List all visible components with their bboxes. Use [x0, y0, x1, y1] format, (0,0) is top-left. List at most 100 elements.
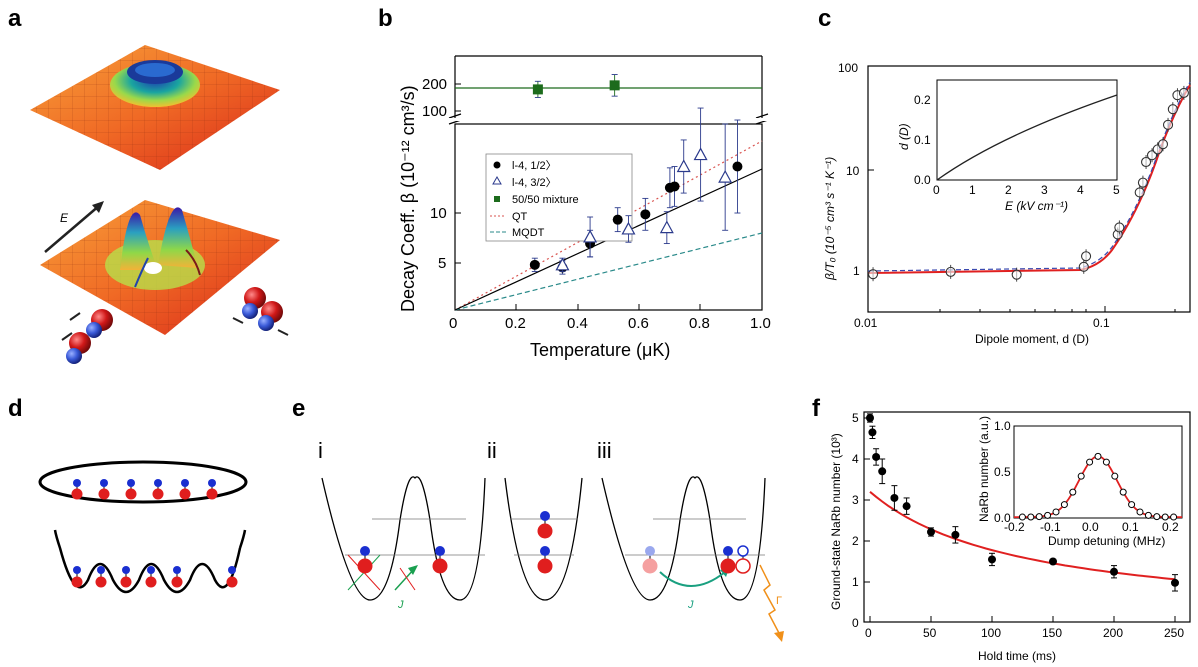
b-point-triangle — [693, 147, 708, 161]
red-flow-arrow — [185, 249, 201, 276]
molecule-blue — [73, 479, 81, 487]
b-xtick-08: 0.8 — [689, 315, 710, 332]
plot-f-frame — [863, 411, 1191, 623]
molecules-right — [232, 287, 289, 336]
c-inset-xtick-3: 3 — [1041, 183, 1048, 197]
f-inset-point — [1136, 508, 1144, 516]
c-xlabel: Dipole moment, d (D) — [975, 332, 1089, 346]
f-point — [1171, 578, 1179, 587]
panel-c: c 0.01 0.1 1 10 100 Dipole moment, d (D)… — [818, 5, 1191, 346]
c-point — [1081, 251, 1092, 262]
f-ytick-3: 3 — [852, 493, 859, 507]
molecule-blue — [540, 546, 550, 556]
c-fit-red — [867, 84, 1191, 274]
f-inset-point — [1161, 513, 1169, 521]
b-xtick-0: 0 — [449, 315, 457, 332]
sub-i: i — [318, 438, 323, 463]
f-ytick-1: 1 — [852, 575, 859, 589]
plot-c-frame — [867, 65, 1191, 313]
f-inset-point — [1144, 511, 1152, 519]
molecule-blue — [127, 479, 135, 487]
c-inset-xtick-5: 5 — [1113, 183, 1120, 197]
f-inset-point — [1086, 458, 1094, 466]
plot-b-frame — [454, 123, 763, 311]
b-ytick-5: 5 — [438, 255, 446, 272]
molecule-red — [642, 558, 658, 574]
panel-a: a E — [8, 5, 289, 364]
f-inset-points — [1018, 452, 1178, 521]
molecule-blue — [737, 545, 749, 557]
f-point — [868, 428, 877, 437]
f-ylabel: Ground-state NaRb number (10³) — [829, 433, 843, 610]
panel-label-a: a — [8, 5, 22, 32]
f-inset-ytick-00: 0.0 — [994, 511, 1011, 525]
molecule-blue — [100, 479, 108, 487]
lattice-potential — [53, 529, 247, 594]
f-inset-point — [1069, 488, 1077, 496]
molecule-red — [95, 576, 107, 588]
f-point — [902, 502, 911, 511]
c-point — [868, 269, 879, 280]
c-point — [1137, 177, 1148, 188]
peak-left — [120, 212, 158, 270]
f-xtick-0: 0 — [865, 626, 872, 640]
b-point-triangle — [555, 257, 570, 271]
molecule-blue — [73, 566, 81, 574]
f-xtick-100: 100 — [981, 626, 1001, 640]
b-point-triangle — [583, 229, 598, 243]
loss-gamma: Γ — [776, 595, 782, 607]
molecule-red — [537, 558, 553, 574]
b-xtick-10: 1.0 — [750, 315, 771, 332]
molecule-red — [432, 558, 448, 574]
f-ytick-2: 2 — [852, 534, 859, 548]
panel-e: e i ii iii J J Γ — [292, 395, 784, 642]
f-point — [890, 493, 899, 502]
b-ytick-200: 200 — [422, 76, 447, 93]
b-ytick-100: 100 — [422, 103, 447, 120]
molecule-red — [71, 576, 83, 588]
molecule-red — [98, 488, 110, 500]
f-point — [1110, 567, 1118, 576]
molecule-red — [537, 523, 553, 539]
f-inset-point — [1128, 501, 1136, 509]
f-ytick-5: 5 — [852, 411, 859, 425]
f-inset-ylabel: NaRb number (a.u.) — [977, 416, 991, 522]
tunnel-j-i: J — [397, 599, 404, 611]
f-inset-point — [1094, 452, 1102, 460]
panel-d: d — [8, 395, 248, 594]
b-point-square — [532, 84, 543, 95]
molecule-blue — [435, 546, 445, 556]
b-point-triangle — [659, 220, 674, 234]
molecule-blue — [208, 479, 216, 487]
f-inset-point — [1170, 513, 1178, 521]
b-point-triangle — [621, 221, 636, 235]
molecule-blue — [147, 566, 155, 574]
f-xtick-150: 150 — [1042, 626, 1062, 640]
molecule-red — [720, 558, 736, 574]
f-point — [927, 527, 935, 536]
molecule-red — [206, 488, 218, 500]
well-i — [321, 476, 486, 601]
c-point — [1178, 87, 1189, 98]
molecule-red — [226, 576, 238, 588]
f-fit-curve — [869, 491, 1176, 581]
f-inset-frame — [1013, 425, 1183, 519]
b-point-circle — [529, 259, 540, 270]
well-ii — [504, 477, 583, 601]
center-hole — [144, 262, 162, 274]
b-point-circle — [612, 214, 623, 225]
b-ticks — [455, 83, 701, 310]
c-xtick-001: 0.01 — [854, 316, 878, 330]
molecule-red — [120, 576, 132, 588]
molecule-blue — [360, 546, 370, 556]
molecules-left — [61, 309, 113, 364]
b-point-triangle — [676, 159, 691, 173]
b-point-triangle — [718, 169, 733, 183]
molecule-blue — [122, 566, 130, 574]
b-point-circle — [669, 181, 680, 192]
f-inset-point — [1102, 458, 1110, 466]
f-inset-xtick-01: 0.1 — [1122, 520, 1139, 534]
f-inset-xtick-m01: -0.1 — [1040, 520, 1061, 534]
f-xtick-250: 250 — [1164, 626, 1184, 640]
b-xlabel: Temperature (μK) — [530, 340, 670, 360]
